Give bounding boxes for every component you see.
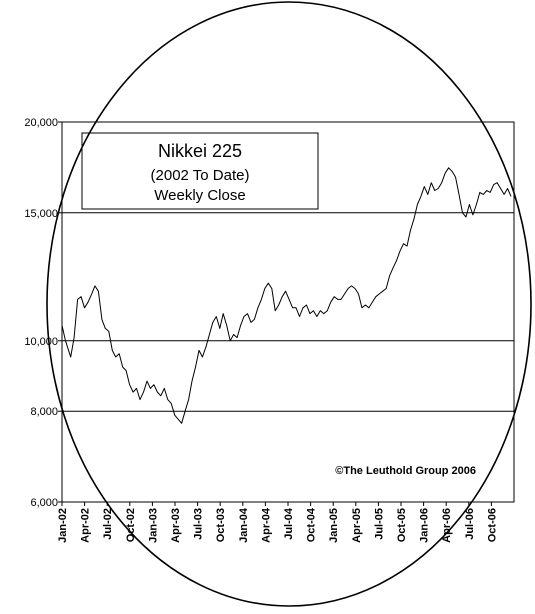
x-tick-label: Jul-04	[283, 507, 295, 540]
x-axis-ticks: Jan-02 Apr-02 Jul-02 Oct-02 Jan-03 Apr-03 Jul-…	[57, 502, 498, 543]
x-tick-label: Apr-04	[260, 507, 272, 543]
x-tick-label: Jul-05	[373, 508, 385, 540]
chart-subtitle: (2002 To Date)	[151, 167, 250, 184]
x-tick-label: Jul-02	[102, 508, 114, 540]
y-tick-label: 6,000	[30, 497, 58, 509]
credit-text: ©The Leuthold Group 2006	[335, 465, 476, 477]
series-group	[61, 167, 512, 424]
y-tick-label: 10,000	[24, 336, 58, 348]
x-tick-label: Jan-03	[147, 508, 159, 543]
chart-title: Nikkei 225	[158, 141, 242, 161]
gridlines	[62, 212, 514, 412]
x-tick-label: Apr-05	[351, 508, 363, 543]
x-tick-label: Apr-02	[80, 508, 92, 543]
y-tick-label: 15,000	[24, 208, 58, 220]
x-tick-label: Oct-05	[396, 508, 408, 542]
x-tick-label: Oct-04	[306, 507, 318, 542]
x-tick-label: Jul-06	[464, 508, 476, 540]
title-box	[81, 132, 319, 210]
highlight-ellipse	[46, 1, 532, 607]
x-tick-label: Apr-03	[170, 508, 182, 543]
x-tick-label: Jan-04	[238, 507, 250, 543]
x-tick-label: Jan-06	[419, 508, 431, 543]
x-tick-label: Oct-03	[215, 508, 227, 542]
y-tick-label: 20,000	[24, 117, 58, 129]
y-tick-label: 8,000	[30, 406, 58, 418]
x-tick-label: Oct-02	[125, 508, 137, 542]
y-axis-ticks: 6,000 8,000 10,000 15,000 20,000	[24, 117, 62, 509]
x-tick-label: Jul-03	[193, 508, 205, 540]
x-tick-label: Jan-05	[328, 508, 340, 543]
series-line	[61, 167, 512, 424]
x-tick-label: Jan-02	[57, 508, 69, 543]
x-tick-label: Apr-06	[441, 508, 453, 543]
chart-subtitle-2: Weekly Close	[154, 187, 245, 204]
x-tick-label: Oct-06	[486, 508, 498, 542]
